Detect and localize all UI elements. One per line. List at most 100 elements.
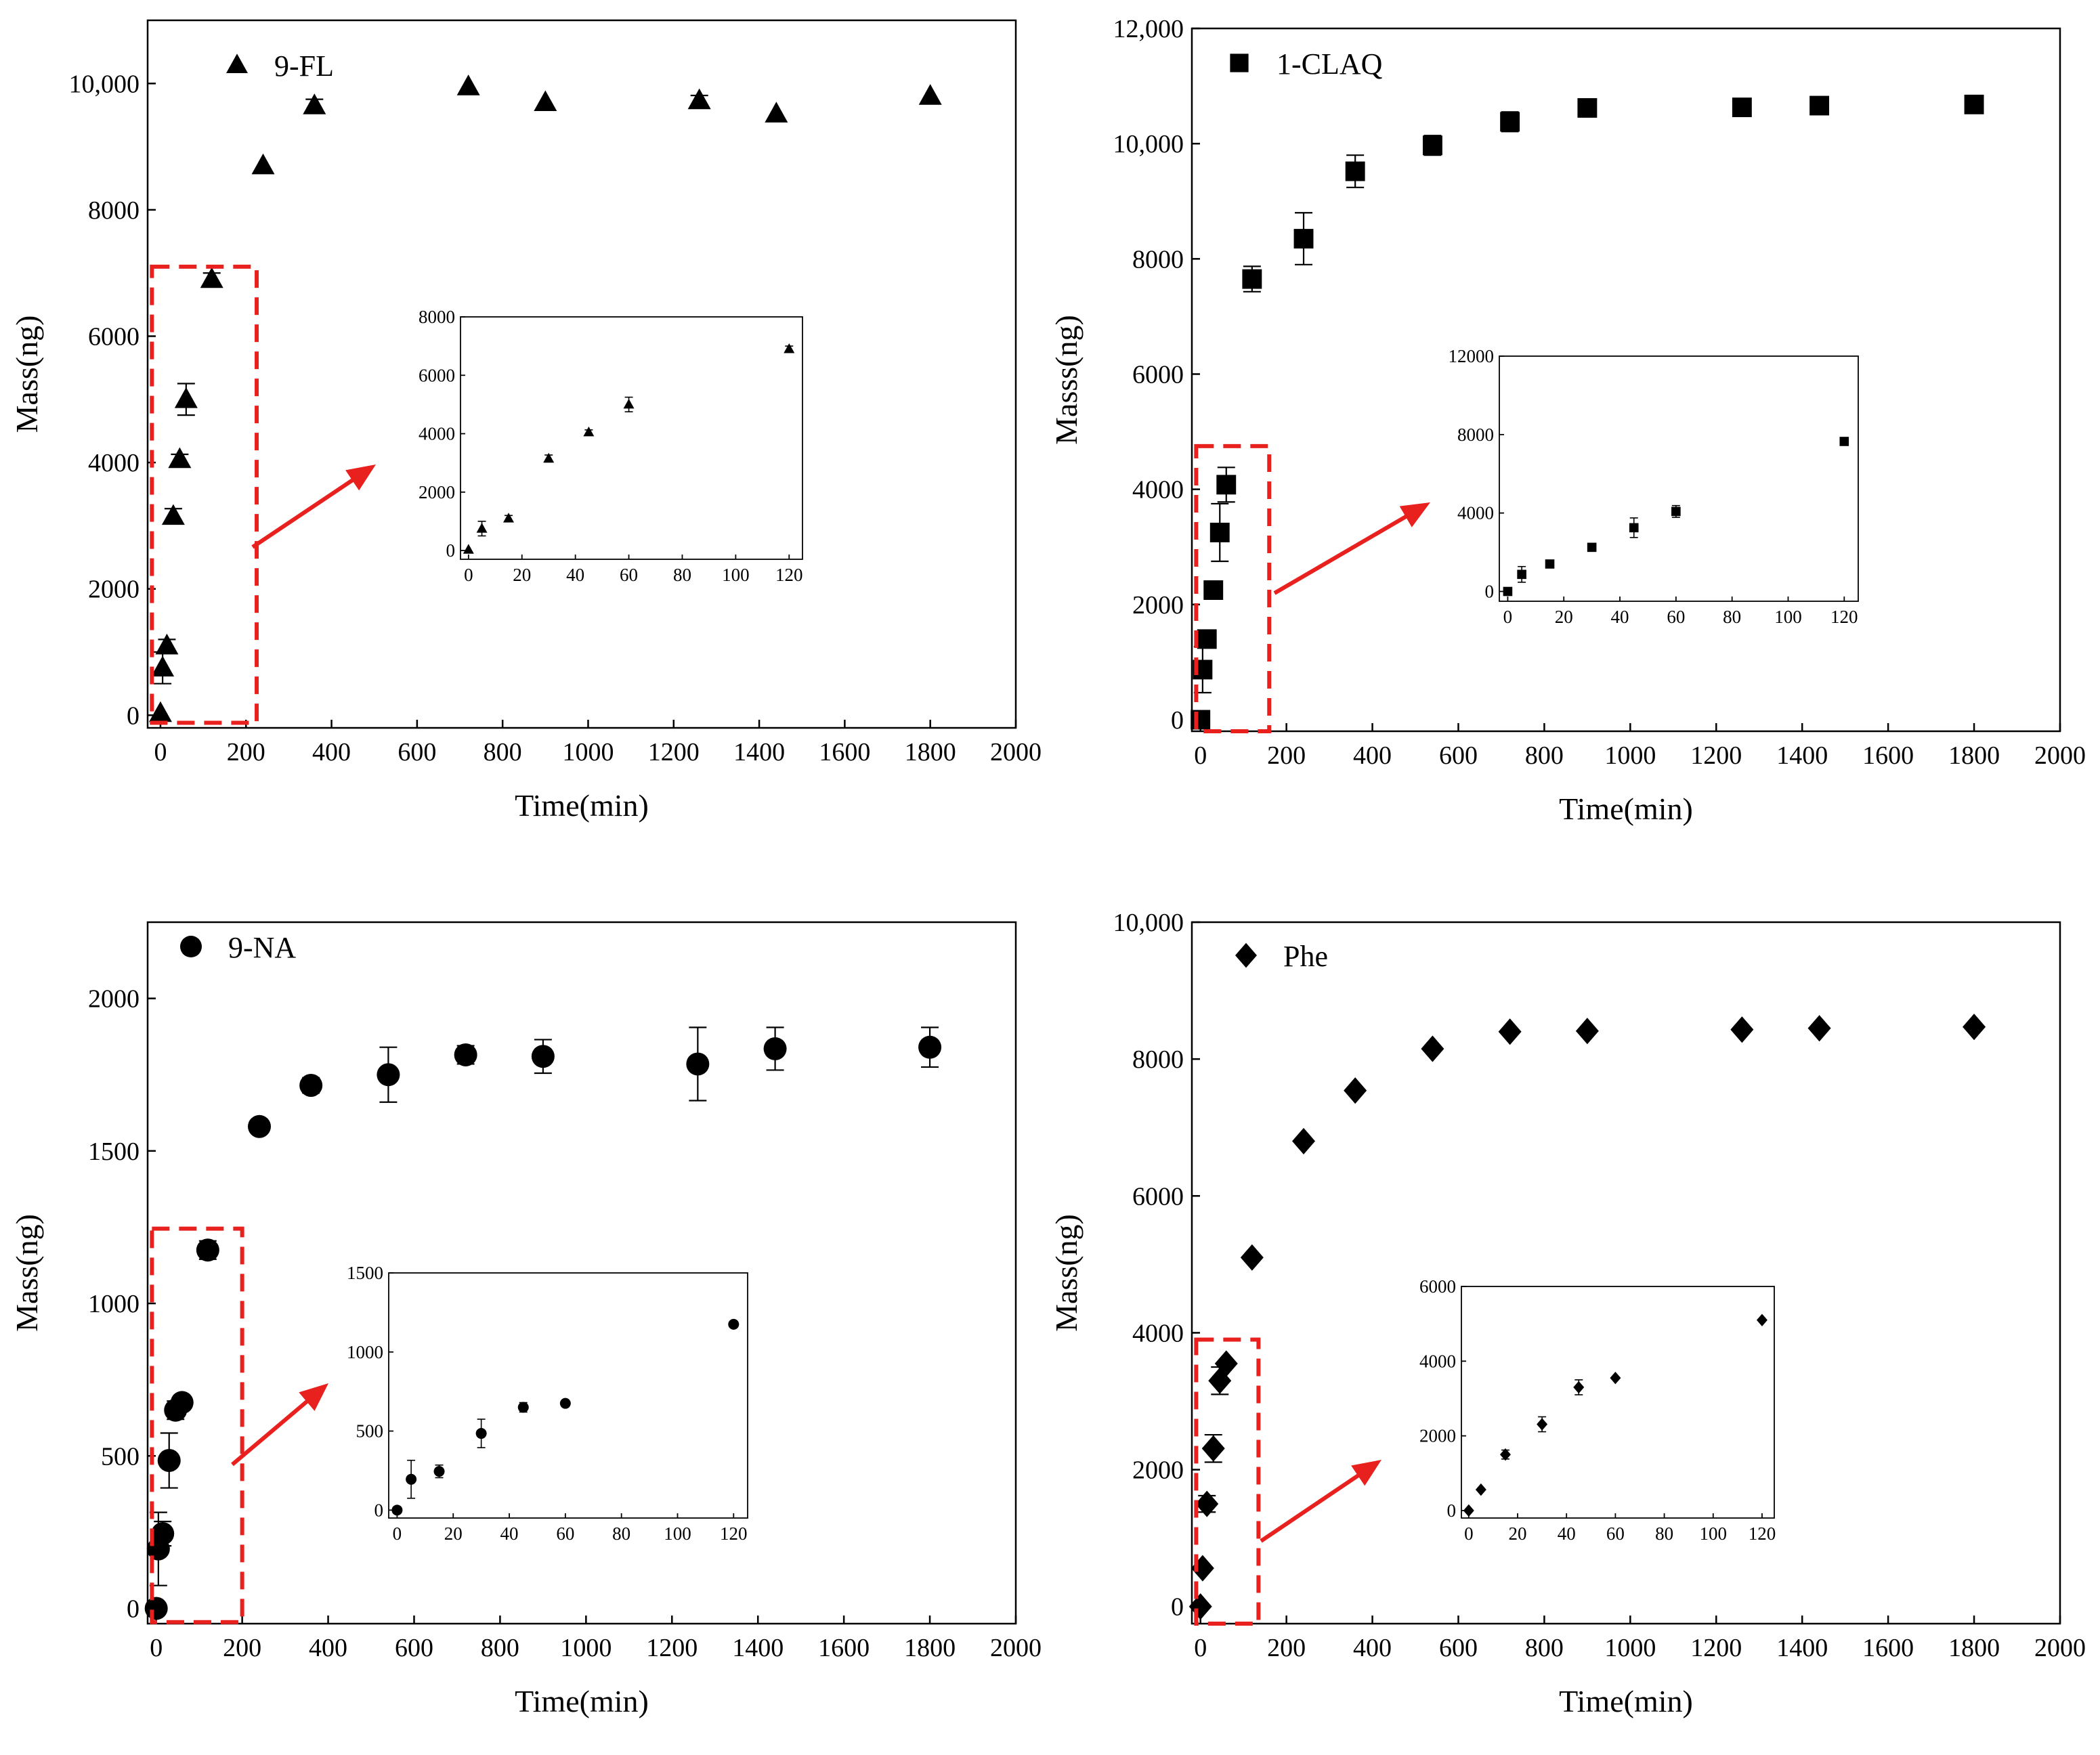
data-point (1537, 1418, 1548, 1431)
data-point (200, 267, 223, 288)
y-tick-label: 4000 (1132, 1319, 1184, 1347)
data-point (1292, 1127, 1316, 1154)
data-point (503, 513, 515, 523)
y-tick-label: 2000 (419, 482, 455, 502)
y-tick-label: 2000 (1419, 1426, 1456, 1446)
x-tick-label: 200 (223, 1634, 261, 1662)
y-tick-label: 0 (127, 701, 140, 730)
data-point (1463, 1504, 1474, 1517)
inset-background (1461, 1286, 1774, 1518)
highlight-box (150, 264, 259, 725)
data-point (1575, 1018, 1599, 1045)
data-point (918, 84, 942, 105)
data-point (1573, 1381, 1585, 1394)
x-tick-label: 80 (1655, 1523, 1673, 1544)
x-tick-label: 600 (398, 738, 436, 766)
x-tick-label: 100 (1700, 1523, 1728, 1544)
data-point (687, 88, 711, 110)
data-point (728, 1318, 740, 1330)
x-tick-label: 2000 (990, 738, 1042, 766)
inset-frame (1499, 355, 1859, 602)
y-tick-label: 0 (1171, 1593, 1184, 1622)
y-tick-label: 4000 (1132, 476, 1184, 504)
data-point (1756, 1314, 1767, 1326)
y-tick-label: 10,000 (1113, 130, 1184, 158)
y-tick-label: 500 (356, 1421, 384, 1442)
y-axis-title: Mass(ng) (9, 1214, 44, 1332)
y-tick-label: 8000 (1132, 245, 1184, 274)
x-tick-label: 2000 (990, 1634, 1042, 1662)
data-point (1191, 710, 1211, 730)
data-point (1195, 1490, 1219, 1517)
data-point (1240, 1244, 1264, 1271)
data-point (1629, 523, 1639, 533)
x-tick-label: 400 (309, 1634, 347, 1662)
x-tick-label: 120 (1749, 1523, 1776, 1544)
y-tick-label: 10,000 (1113, 909, 1184, 937)
chart-panel-top-right: 0 200 400 600 800 1000 1200 1400 1600 1800 2000020… (1049, 15, 2086, 826)
y-tick-label: 4000 (1457, 503, 1494, 523)
x-tick-label: 1000 (1604, 741, 1656, 770)
data-point (475, 1428, 487, 1439)
data-point (623, 398, 635, 409)
inset-frame (1461, 1286, 1775, 1519)
data-point (1498, 1018, 1522, 1045)
data-point (155, 633, 179, 655)
x-tick-label: 1600 (1862, 1634, 1914, 1662)
x-tick-label: 400 (312, 738, 351, 766)
y-tick-label: 1500 (347, 1263, 383, 1283)
data-point (170, 1391, 194, 1414)
data-point (1214, 1350, 1238, 1377)
x-tick-label: 200 (227, 738, 265, 766)
x-tick-label: 0 (464, 565, 473, 585)
y-tick-label: 6000 (1132, 360, 1184, 389)
data-point (918, 1035, 942, 1059)
zoom-arrow (1260, 1466, 1371, 1543)
data-point (1499, 1448, 1511, 1461)
y-tick-label: 0 (446, 540, 456, 561)
x-axis-title: Time(min) (1559, 1684, 1693, 1718)
x-tick-label: 40 (566, 565, 584, 585)
data-point (433, 1466, 445, 1477)
x-tick-label: 200 (1267, 1634, 1306, 1662)
inset-background (1499, 356, 1858, 601)
y-tick-label: 1500 (88, 1138, 140, 1166)
x-tick-label: 800 (1525, 741, 1564, 770)
legend-label: Phe (1283, 940, 1328, 973)
x-tick-label: 20 (1555, 607, 1573, 627)
zoom-arrow-head (1351, 1460, 1381, 1486)
data-point (463, 544, 474, 554)
x-tick-label: 100 (722, 565, 750, 585)
data-point (1209, 523, 1230, 542)
y-tick-label: 1000 (88, 1290, 140, 1318)
y-tick-label: 6000 (419, 365, 455, 385)
x-tick-label: 2000 (2034, 741, 2086, 770)
x-tick-label: 40 (1611, 607, 1629, 627)
highlight-box (1194, 443, 1272, 733)
data-point (1475, 1483, 1486, 1496)
y-tick-label: 0 (1447, 1500, 1457, 1521)
inset-frame (460, 316, 803, 560)
y-tick-label: 0 (127, 1595, 140, 1623)
data-point (251, 153, 275, 175)
y-tick-label: 6000 (1132, 1182, 1184, 1211)
data-point (299, 1073, 323, 1097)
x-tick-label: 600 (395, 1634, 433, 1662)
y-tick-label: 500 (101, 1442, 140, 1471)
y-axis-title: Mass(ng) (1049, 1214, 1084, 1332)
data-point (144, 1597, 168, 1620)
data-point (1345, 161, 1365, 181)
x-tick-label: 1000 (562, 738, 614, 766)
data-point (1610, 1371, 1621, 1385)
x-axis-title: Time(min) (515, 1684, 649, 1718)
plot-frame (1191, 921, 2061, 1625)
x-tick-label: 20 (513, 565, 531, 585)
x-tick-label: 0 (150, 1634, 163, 1662)
inset-background (460, 317, 802, 559)
highlight-box (1194, 1337, 1261, 1626)
data-point (454, 1043, 477, 1066)
inset-chart: 0 20 40 60 80 100 120 0 4000 8000 12000 (1449, 346, 1859, 627)
data-point (1242, 269, 1262, 289)
y-tick-label: 6000 (88, 323, 140, 351)
y-tick-label: 8000 (88, 196, 140, 225)
